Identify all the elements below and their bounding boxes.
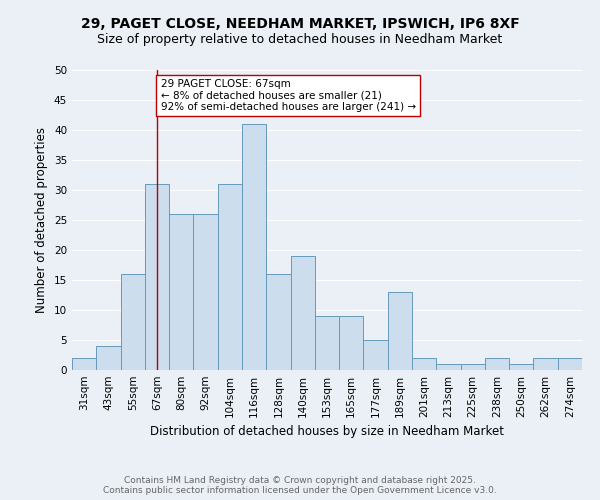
Bar [169,214,193,370]
Bar [242,124,266,370]
Bar [533,358,558,370]
Bar [193,214,218,370]
Y-axis label: Number of detached properties: Number of detached properties [35,127,49,313]
Bar [412,358,436,370]
Text: 29 PAGET CLOSE: 67sqm
← 8% of detached houses are smaller (21)
92% of semi-detac: 29 PAGET CLOSE: 67sqm ← 8% of detached h… [161,79,416,112]
Bar [509,364,533,370]
Bar [315,316,339,370]
Bar [96,346,121,370]
Text: 29, PAGET CLOSE, NEEDHAM MARKET, IPSWICH, IP6 8XF: 29, PAGET CLOSE, NEEDHAM MARKET, IPSWICH… [80,18,520,32]
X-axis label: Distribution of detached houses by size in Needham Market: Distribution of detached houses by size … [150,426,504,438]
Bar [145,184,169,370]
Bar [218,184,242,370]
Text: Contains HM Land Registry data © Crown copyright and database right 2025.
Contai: Contains HM Land Registry data © Crown c… [103,476,497,495]
Text: Size of property relative to detached houses in Needham Market: Size of property relative to detached ho… [97,32,503,46]
Bar [364,340,388,370]
Bar [290,256,315,370]
Bar [436,364,461,370]
Bar [558,358,582,370]
Bar [461,364,485,370]
Bar [485,358,509,370]
Bar [339,316,364,370]
Bar [266,274,290,370]
Bar [121,274,145,370]
Bar [72,358,96,370]
Bar [388,292,412,370]
